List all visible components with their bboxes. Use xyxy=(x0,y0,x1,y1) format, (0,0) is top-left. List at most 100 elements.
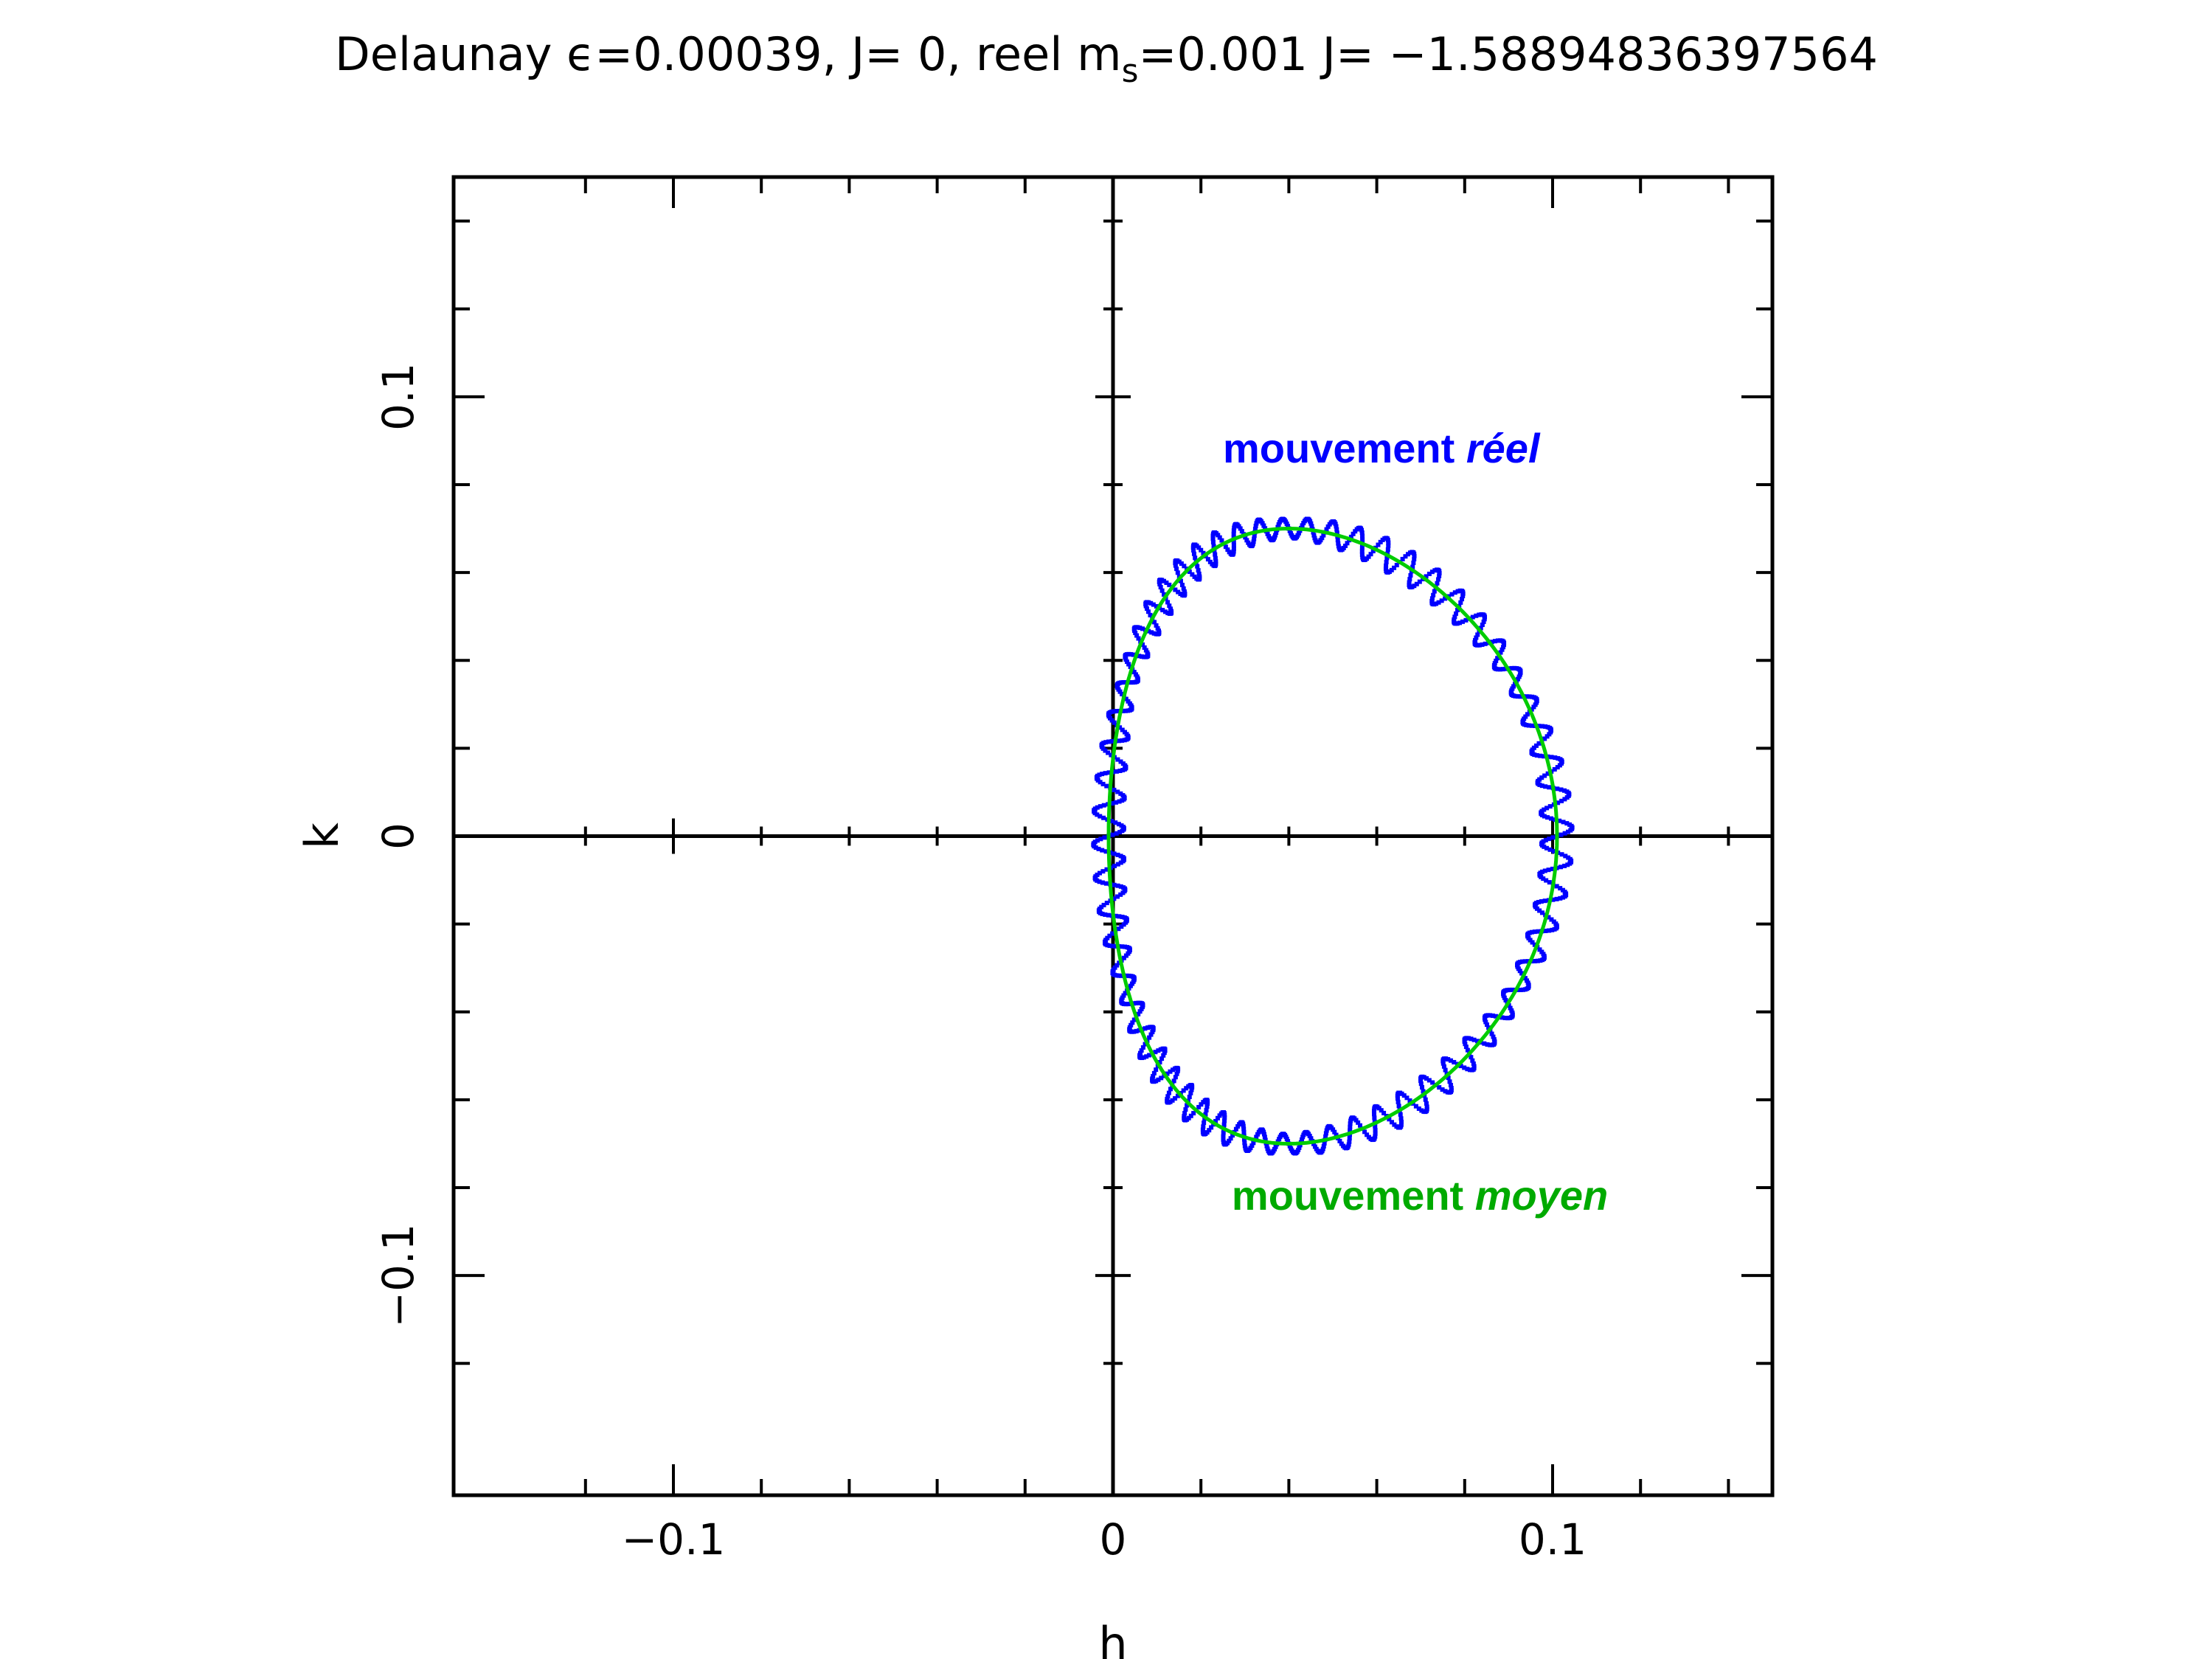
reel-point xyxy=(1558,886,1563,891)
reel-point xyxy=(1137,626,1143,631)
reel-point xyxy=(1193,555,1198,561)
annotation-mouvement-reel: mouvement réel xyxy=(1223,425,1541,471)
reel-point xyxy=(1515,676,1520,682)
reel-point xyxy=(1100,848,1105,853)
reel-point xyxy=(1466,1036,1471,1041)
reel-point xyxy=(1124,973,1129,978)
reel-point xyxy=(1439,598,1444,603)
reel-point xyxy=(1432,568,1438,573)
reel-point xyxy=(1202,1120,1207,1125)
reel-point xyxy=(1105,943,1110,948)
reel-point xyxy=(1190,572,1195,577)
reel-point xyxy=(1173,587,1178,592)
reel-point xyxy=(1499,1015,1505,1020)
reel-point xyxy=(1126,708,1131,713)
reel-point xyxy=(1379,1108,1384,1113)
reel-point xyxy=(1126,662,1131,667)
reel-point xyxy=(1231,528,1236,533)
reel-point xyxy=(1495,656,1500,661)
reel-point xyxy=(1518,987,1523,992)
reel-point xyxy=(1123,944,1128,949)
reel-point xyxy=(1115,862,1120,867)
reel-point xyxy=(1408,572,1413,578)
reel-point xyxy=(1101,815,1106,820)
reel-point xyxy=(1254,1135,1259,1140)
reel-point xyxy=(1201,550,1206,555)
reel-point xyxy=(1457,620,1463,626)
reel-point xyxy=(1373,1131,1378,1136)
reel-point xyxy=(1122,738,1127,743)
reel-point xyxy=(1554,896,1559,901)
annotation-mouvement-moyen: mouvement moyen xyxy=(1232,1172,1608,1219)
reel-point xyxy=(1253,523,1258,528)
reel-point xyxy=(1411,560,1416,565)
reel-point xyxy=(1475,632,1480,637)
reel-point xyxy=(1192,574,1197,579)
reel-point xyxy=(1173,561,1178,566)
reel-point xyxy=(1239,529,1244,534)
reel-point xyxy=(1547,837,1552,842)
reel-point xyxy=(1404,1095,1410,1101)
reel-point xyxy=(1183,1107,1188,1112)
reel-point xyxy=(1525,712,1530,717)
reel-point xyxy=(1095,812,1100,817)
reel-point xyxy=(1321,1144,1326,1149)
reel-point xyxy=(1141,1055,1146,1060)
reel-point xyxy=(1563,853,1568,859)
reel-point xyxy=(1475,1039,1480,1044)
reel-point xyxy=(1483,641,1488,646)
reel-point xyxy=(1190,545,1196,550)
reel-point xyxy=(1322,1140,1327,1146)
reel-point xyxy=(1443,1067,1448,1073)
reel-point xyxy=(1241,1126,1247,1132)
reel-point xyxy=(1287,528,1292,533)
reel-point xyxy=(1120,691,1125,696)
reel-point xyxy=(1131,680,1136,685)
reel-point xyxy=(1162,592,1167,597)
reel-point xyxy=(1353,1118,1359,1123)
reel-point xyxy=(1199,547,1204,553)
reel-point xyxy=(1161,1053,1166,1058)
reel-point xyxy=(1545,724,1550,730)
reel-point xyxy=(1311,1141,1317,1146)
reel-point xyxy=(1392,1122,1397,1127)
reel-point xyxy=(1155,626,1160,631)
reel-point xyxy=(1373,1123,1378,1129)
reel-point xyxy=(1413,1104,1418,1109)
reel-point xyxy=(1167,603,1172,609)
reel-point xyxy=(1509,665,1514,671)
reel-point xyxy=(1189,1087,1194,1092)
reel-point xyxy=(1417,579,1422,584)
reel-point xyxy=(1547,804,1553,809)
reel-point xyxy=(1346,1142,1351,1147)
reel-point xyxy=(1535,958,1540,963)
reel-point xyxy=(1561,820,1566,825)
reel-point xyxy=(1119,973,1124,978)
reel-point xyxy=(1123,708,1128,713)
reel-point xyxy=(1532,958,1537,963)
reel-point xyxy=(1407,1098,1412,1103)
reel-point xyxy=(1337,1138,1342,1143)
reel-point xyxy=(1529,929,1534,935)
reel-point xyxy=(1436,600,1441,605)
reel-point xyxy=(1462,1065,1467,1070)
reel-point xyxy=(1360,537,1365,542)
reel-point xyxy=(1519,971,1525,976)
reel-point xyxy=(1537,777,1542,782)
reel-point xyxy=(1523,714,1528,719)
reel-point xyxy=(1501,645,1506,650)
reel-point xyxy=(1323,1134,1328,1139)
reel-point xyxy=(1173,1075,1178,1080)
reel-point xyxy=(1482,1041,1487,1046)
reel-point xyxy=(1134,1000,1139,1005)
title-epsilon: ϵ xyxy=(566,27,594,81)
reel-point xyxy=(1191,551,1196,556)
reel-point xyxy=(1325,524,1331,529)
reel-point xyxy=(1327,522,1332,527)
reel-point xyxy=(1137,654,1142,659)
reel-point xyxy=(1095,878,1100,883)
reel-point xyxy=(1139,654,1144,659)
reel-point xyxy=(1378,539,1383,544)
reel-point xyxy=(1560,887,1565,893)
